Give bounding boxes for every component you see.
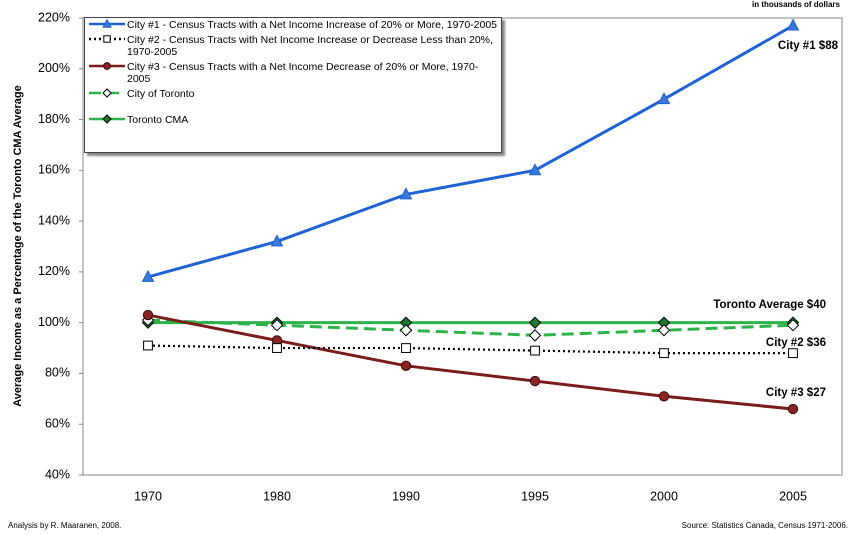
legend-swatch (89, 88, 125, 98)
y-tick-label: 120% (38, 264, 70, 278)
x-tick-label: 1990 (392, 489, 420, 503)
annotation: in thousands of dollars (752, 0, 841, 9)
legend-swatch (89, 35, 125, 43)
marker (103, 62, 111, 70)
x-tick-label: 1995 (521, 489, 549, 503)
legend-label: Toronto CMA (127, 114, 189, 126)
marker (786, 18, 800, 31)
y-tick-label: 180% (38, 112, 70, 126)
marker (270, 234, 284, 247)
legend-entry: City #1 - Census Tracts with a Net Incom… (87, 18, 499, 31)
marker (400, 360, 412, 372)
marker (401, 343, 411, 353)
marker (529, 375, 541, 387)
x-tick-label: 2000 (650, 489, 678, 503)
legend-label: City #2 - Census Tracts with Net Income … (127, 34, 493, 58)
marker (142, 309, 154, 321)
marker (788, 348, 798, 359)
marker (103, 35, 111, 43)
marker (659, 348, 669, 359)
legend-swatch (89, 114, 125, 124)
series-line (147, 344, 793, 355)
marker (399, 187, 413, 200)
legend-label: City of Toronto (127, 88, 195, 100)
y-tick-label: 60% (45, 417, 70, 431)
x-tick-label: 1980 (263, 489, 291, 503)
footer: Analysis by R. Maaranen, 2008. (8, 521, 121, 530)
marker (528, 316, 542, 329)
legend: City #1 - Census Tracts with a Net Incom… (84, 17, 502, 153)
y-axis-label: Average Income as a Percentage of the To… (12, 85, 24, 407)
annotation: City #3 $27 (766, 387, 826, 399)
footer: Source: Statistics Canada, Census 1971-2… (682, 521, 848, 530)
annotation: Toronto Average $40 (713, 299, 826, 311)
marker (530, 345, 540, 356)
marker (399, 324, 413, 337)
marker (102, 18, 112, 28)
x-tick-label: 2005 (779, 489, 807, 503)
legend-entry: City #2 - Census Tracts with Net Income … (87, 34, 499, 58)
y-tick-label: 220% (38, 10, 70, 24)
legend-swatch (89, 18, 125, 28)
y-tick-label: 140% (38, 213, 70, 227)
y-tick-label: 160% (38, 163, 70, 177)
series-line (147, 24, 794, 279)
legend-label: City #3 - Census Tracts with a Net Incom… (127, 61, 479, 85)
y-tick-label: 200% (38, 61, 70, 75)
y-tick-label: 100% (38, 315, 70, 329)
legend-swatch (89, 62, 125, 70)
marker (657, 92, 671, 105)
annotation: City #2 $36 (766, 337, 826, 349)
marker (528, 329, 542, 342)
legend-entry: Toronto CMA (87, 114, 499, 126)
annotation: City #1 $88 (778, 40, 839, 52)
marker (143, 340, 153, 351)
y-tick-label: 40% (45, 467, 70, 481)
marker (787, 403, 799, 415)
marker (270, 318, 284, 332)
marker (102, 114, 112, 124)
marker (657, 324, 671, 337)
y-tick-label: 80% (45, 366, 70, 380)
marker (658, 391, 670, 402)
marker (786, 318, 800, 332)
x-tick-label: 1970 (134, 489, 162, 503)
marker (102, 88, 112, 98)
marker (141, 269, 155, 282)
legend-entry: City of Toronto (87, 88, 499, 100)
legend-label: City #1 - Census Tracts with a Net Incom… (127, 19, 498, 31)
marker (272, 343, 282, 353)
series-line (147, 313, 794, 411)
legend-entry: City #3 - Census Tracts with a Net Incom… (87, 61, 499, 85)
marker (528, 163, 542, 176)
